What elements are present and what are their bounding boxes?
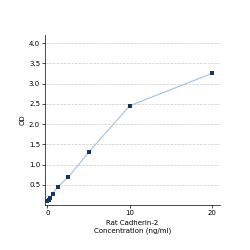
- Point: [50, 192, 54, 196]
- Point: [48, 196, 52, 200]
- Point: [210, 72, 214, 76]
- Point: [47, 198, 51, 202]
- Point: [66, 176, 70, 180]
- Point: [46, 199, 50, 203]
- Point: [56, 185, 60, 189]
- Y-axis label: OD: OD: [20, 115, 26, 125]
- X-axis label: Rat Cadherin-2
Concentration (ng/ml): Rat Cadherin-2 Concentration (ng/ml): [94, 220, 171, 234]
- Point: [128, 104, 132, 108]
- Point: [86, 150, 90, 154]
